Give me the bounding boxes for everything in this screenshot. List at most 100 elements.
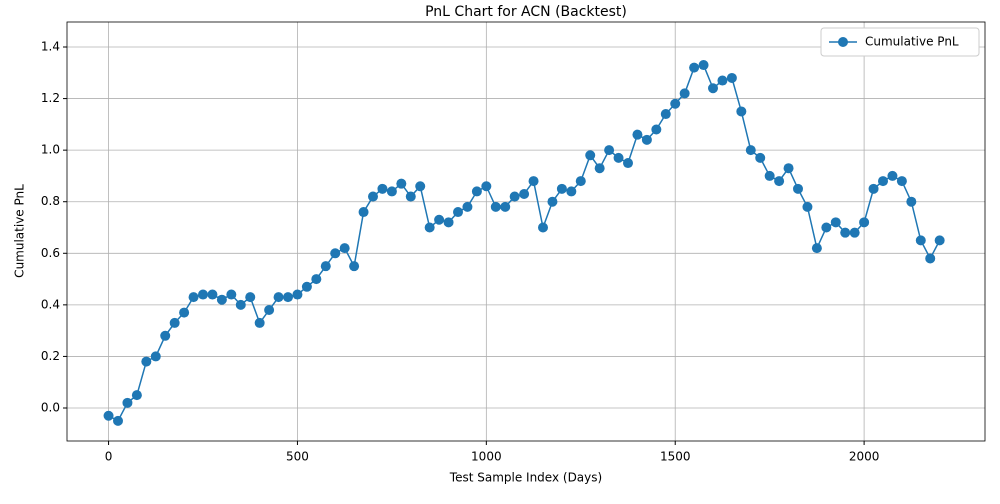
- data-point: [830, 217, 841, 228]
- data-point: [292, 289, 303, 300]
- data-point: [453, 207, 463, 218]
- data-point: [490, 201, 501, 212]
- data-point: [925, 253, 936, 264]
- data-point: [122, 397, 133, 408]
- data-point: [745, 145, 756, 156]
- data-point: [481, 181, 492, 192]
- data-point: [660, 109, 671, 120]
- data-point: [301, 281, 312, 292]
- chart-title: PnL Chart for ACN (Backtest): [425, 4, 627, 20]
- data-point: [405, 191, 416, 202]
- legend-box: [820, 27, 980, 57]
- x-tick-label: 1000: [471, 450, 502, 464]
- data-point: [500, 201, 511, 212]
- x-tick-label: 0: [105, 450, 113, 464]
- data-point: [434, 214, 445, 225]
- data-point: [528, 176, 539, 187]
- data-point: [368, 191, 378, 202]
- data-point: [179, 307, 190, 318]
- data-point: [330, 248, 341, 259]
- data-point: [623, 158, 633, 169]
- data-point: [651, 124, 662, 135]
- data-point: [169, 317, 180, 328]
- data-point: [349, 261, 360, 272]
- data-point: [226, 289, 237, 300]
- data-point: [556, 183, 567, 194]
- data-point: [443, 217, 454, 228]
- data-point: [783, 163, 794, 174]
- data-point: [802, 201, 813, 212]
- data-point: [207, 289, 218, 300]
- y-tick-label: 1.4: [41, 40, 60, 54]
- data-point: [150, 351, 161, 362]
- data-point: [160, 330, 171, 341]
- data-point: [811, 243, 822, 254]
- data-point: [840, 227, 851, 238]
- y-tick-label: 0.0: [41, 400, 60, 414]
- y-axis-label: Cumulative PnL: [13, 184, 27, 278]
- data-point: [519, 188, 530, 199]
- y-tick-label: 1.0: [41, 143, 60, 157]
- plot-frame: [66, 21, 986, 442]
- legend-label: Cumulative PnL: [865, 35, 959, 49]
- data-point: [604, 145, 615, 156]
- y-tick-label: 0.8: [41, 194, 60, 208]
- data-point: [575, 176, 586, 187]
- data-point: [868, 183, 879, 194]
- data-point: [717, 75, 728, 86]
- data-point: [566, 186, 577, 197]
- data-point: [339, 243, 350, 254]
- data-point: [273, 292, 284, 303]
- data-point: [679, 88, 690, 99]
- data-point: [386, 186, 397, 197]
- data-point: [141, 356, 152, 367]
- data-point: [415, 181, 426, 192]
- data-point: [358, 207, 369, 218]
- y-tick-label: 0.4: [41, 297, 60, 311]
- data-point: [311, 274, 322, 285]
- data-point: [471, 186, 482, 197]
- x-tick-label: 2000: [849, 450, 880, 464]
- data-point: [934, 235, 945, 246]
- data-point: [113, 415, 123, 426]
- data-point: [632, 129, 643, 140]
- data-point: [585, 150, 596, 161]
- x-axis-label: Test Sample Index (Days): [449, 471, 602, 485]
- data-point: [509, 191, 520, 202]
- data-point: [396, 178, 407, 189]
- y-tick-label: 0.6: [41, 246, 60, 260]
- data-point: [849, 227, 860, 238]
- data-point: [670, 98, 681, 109]
- data-point: [235, 299, 246, 310]
- data-point: [726, 72, 737, 83]
- data-point: [793, 183, 803, 194]
- data-point: [906, 196, 917, 207]
- data-point: [774, 176, 785, 187]
- data-point: [887, 170, 898, 181]
- data-point: [896, 176, 907, 187]
- data-point: [594, 163, 605, 174]
- data-point: [424, 222, 435, 233]
- data-point: [283, 292, 293, 303]
- y-tick-label: 1.2: [41, 91, 60, 105]
- data-point: [131, 390, 142, 401]
- data-point: [878, 176, 888, 187]
- data-point: [641, 134, 652, 145]
- data-point: [216, 294, 227, 305]
- data-point: [320, 261, 331, 272]
- y-tick-label: 0.2: [41, 349, 60, 363]
- data-point: [736, 106, 747, 117]
- data-point: [264, 305, 275, 316]
- data-point: [821, 222, 832, 233]
- data-point: [254, 317, 265, 328]
- data-point: [462, 201, 473, 212]
- data-point: [915, 235, 926, 246]
- data-point: [708, 83, 718, 94]
- x-tick-label: 1500: [660, 450, 691, 464]
- data-point: [245, 292, 256, 303]
- data-point: [755, 152, 766, 163]
- data-point: [613, 152, 624, 163]
- data-point: [188, 292, 199, 303]
